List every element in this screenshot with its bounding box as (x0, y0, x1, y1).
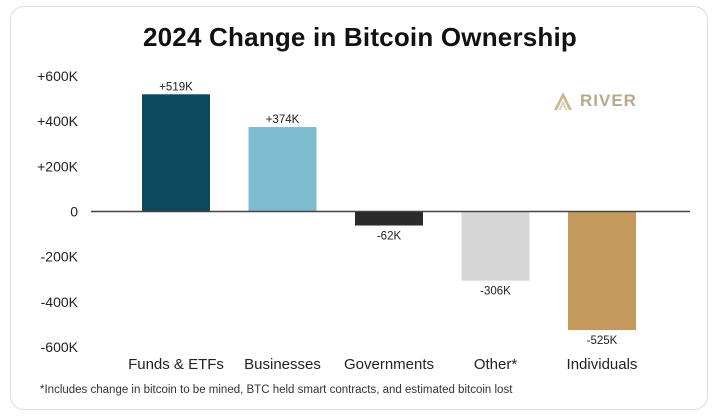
bar (568, 211, 636, 331)
category-label: Other* (474, 356, 518, 373)
data-label: +374K (266, 114, 300, 126)
bar (355, 211, 423, 226)
y-tick-label: +200K (37, 158, 79, 174)
data-label: +519K (159, 81, 193, 93)
category-label: Governments (344, 356, 434, 373)
data-label: -525K (587, 335, 618, 347)
bar (461, 211, 530, 281)
y-tick-label: +600K (37, 68, 79, 84)
bars (142, 94, 636, 331)
bar (142, 94, 210, 212)
river-brand: RIVER (552, 90, 637, 112)
y-tick-label: -400K (41, 294, 79, 310)
chart-title: 2024 Change in Bitcoin Ownership (142, 22, 578, 52)
data-label: -62K (377, 231, 402, 243)
bar (248, 127, 317, 212)
y-tick-label: 0 (70, 204, 78, 220)
brand-name: RIVER (580, 91, 637, 110)
x-axis: Funds & ETFs Businesses Governments Other* I… (128, 356, 637, 373)
category-label: Funds & ETFs (128, 356, 224, 373)
y-axis: +600K +400K +200K 0 -200K -400K -600K (37, 68, 79, 355)
river-logo-icon (554, 92, 572, 110)
y-tick-label: +400K (37, 113, 79, 129)
y-tick-label: -200K (41, 249, 79, 265)
chart-card (10, 6, 708, 410)
y-tick-label: -600K (41, 339, 79, 355)
category-label: Individuals (567, 356, 638, 373)
category-label: Businesses (244, 356, 321, 373)
data-labels: +519K +374K -62K -306K -525K (159, 81, 617, 347)
data-label: -306K (480, 286, 511, 298)
footnote: *Includes change in bitcoin to be mined,… (40, 384, 513, 396)
